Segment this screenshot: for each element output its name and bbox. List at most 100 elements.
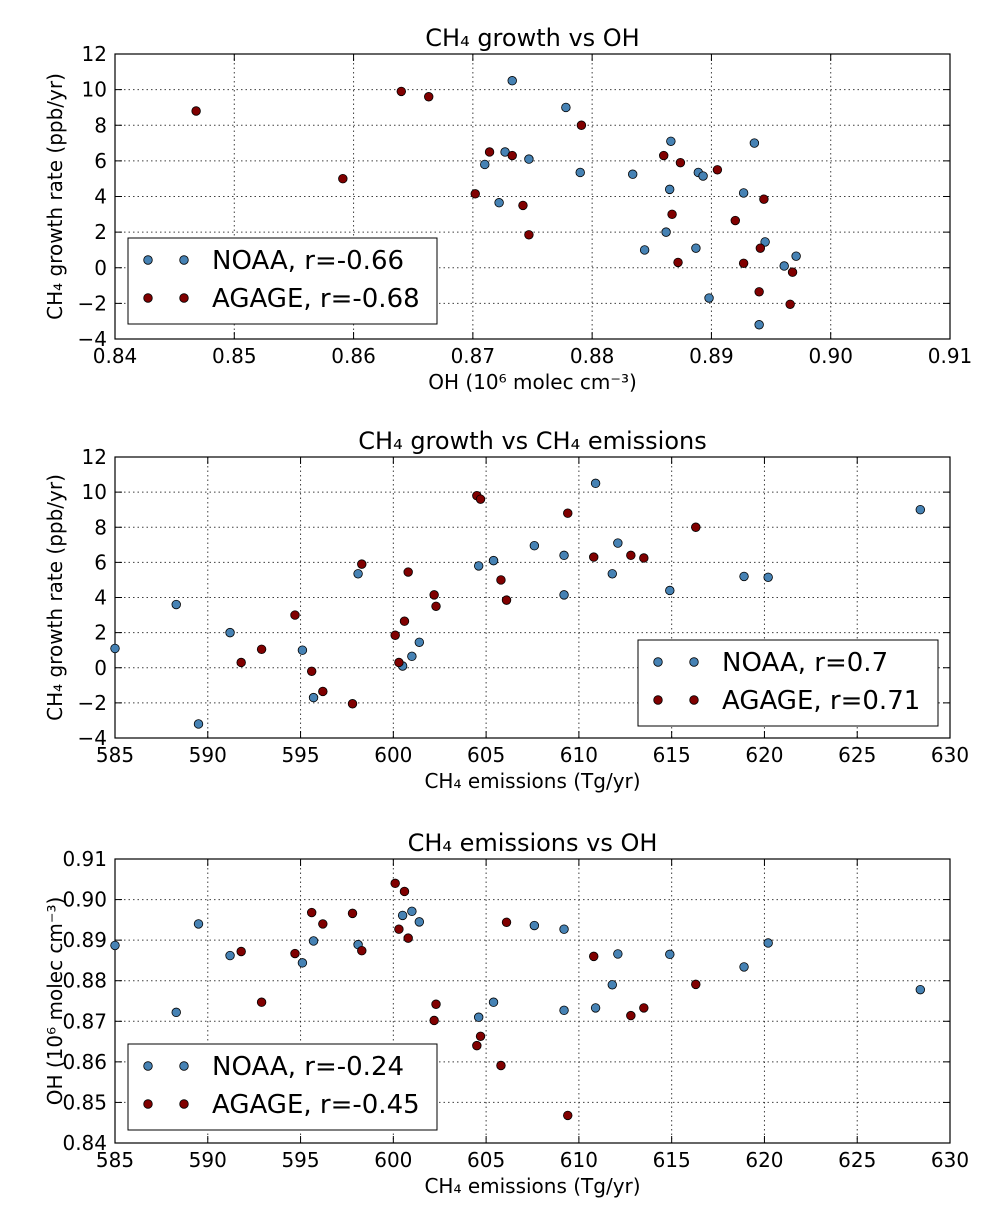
scatter-point <box>561 102 571 113</box>
scatter-point <box>193 719 204 729</box>
legend-marker <box>179 1099 189 1109</box>
scatter-point <box>698 171 708 181</box>
scatter-point <box>559 924 569 934</box>
panel-growth-vs-emissions: 585 590 595 600 605 610 615 620 625 630 −4 −2 0 2 4 6 8 1… <box>43 427 969 793</box>
scatter-point <box>225 950 235 961</box>
legend-box <box>127 237 438 325</box>
scatter-point <box>576 120 587 130</box>
x-tick-label: 605 <box>467 1148 505 1172</box>
y-axis-label: OH (10⁶ molec cm⁻³) <box>43 897 67 1106</box>
scatter-point <box>749 138 760 148</box>
scatter-point <box>626 1010 636 1021</box>
y-tick-label: 8 <box>94 113 107 137</box>
scatter-point <box>691 979 701 990</box>
panel-growth-vs-oh: 0.84 0.85 0.86 0.87 0.88 0.89 0.90 0.91 −4 −2 0 2 4 6… <box>43 24 972 394</box>
scatter-point <box>473 561 484 571</box>
y-tick-label: 0.84 <box>62 1131 107 1155</box>
x-tick-label: 0.86 <box>331 344 376 368</box>
series-agage <box>236 878 701 1121</box>
scatter-point <box>779 261 789 271</box>
scatter-point <box>407 906 417 917</box>
legend-box <box>637 639 939 727</box>
scatter-point <box>739 571 749 582</box>
scatter-point <box>639 1003 649 1013</box>
scatter-point <box>110 940 120 951</box>
x-axis-label: OH (10⁶ molec cm⁻³) <box>428 370 637 394</box>
scatter-point <box>559 590 569 600</box>
scatter-point <box>308 936 319 946</box>
scatter-point <box>665 585 675 596</box>
legend-label: NOAA, r=-0.66 <box>212 246 404 276</box>
scatter-point <box>730 215 740 226</box>
scatter-point <box>110 643 120 654</box>
y-tick-label: 6 <box>94 149 107 173</box>
scatter-point <box>759 194 769 204</box>
scatter-point <box>399 886 410 897</box>
y-tick-label: −4 <box>78 726 107 750</box>
x-axis-label: CH₄ emissions (Tg/yr) <box>424 1174 640 1198</box>
scatter-point <box>394 657 404 668</box>
x-tick-label: 610 <box>560 1148 598 1172</box>
scatter-point <box>613 949 623 959</box>
scatter-point <box>256 997 267 1007</box>
scatter-point <box>915 984 926 995</box>
scatter-point <box>667 209 677 220</box>
scatter-point <box>760 237 770 247</box>
scatter-point <box>475 1031 486 1041</box>
scatter-point <box>739 962 749 972</box>
series-noaa <box>110 906 926 1022</box>
y-tick-label: 10 <box>82 480 107 504</box>
scatter-point <box>639 553 649 563</box>
scatter-point <box>484 147 495 157</box>
scatter-point <box>290 948 300 959</box>
y-tick-label: 6 <box>94 550 107 574</box>
legend-box <box>127 1043 438 1131</box>
scatter-point <box>628 169 638 179</box>
scatter-point <box>501 917 512 927</box>
scatter-point <box>429 1015 439 1026</box>
scatter-point <box>559 550 569 561</box>
legend: NOAA, r=0.7 AGAGE, r=0.71 <box>637 639 939 727</box>
scatter-point <box>666 136 676 146</box>
x-tick-label: 0.85 <box>212 344 257 368</box>
y-tick-label: 10 <box>82 78 107 102</box>
scatter-point <box>754 287 764 297</box>
legend-marker <box>689 657 699 667</box>
scatter-point <box>414 917 425 927</box>
scatter-point <box>297 645 308 655</box>
y-tick-label: 12 <box>82 42 107 66</box>
chart-title: CH₄ growth vs CH₄ emissions <box>358 427 706 455</box>
scatter-point <box>470 189 480 199</box>
panel-emissions-vs-oh: 585 590 595 600 605 610 615 620 625 630 0.84 0.85 0.… <box>43 829 969 1198</box>
scatter-point <box>403 933 413 943</box>
scatter-point <box>357 945 367 956</box>
scatter-point <box>524 154 534 164</box>
y-tick-label: 12 <box>82 445 107 469</box>
y-tick-label: 4 <box>94 586 107 610</box>
plot-frame <box>114 456 951 739</box>
x-tick-label: 590 <box>189 1148 227 1172</box>
scatter-point <box>626 550 636 561</box>
x-tick-label: 0.91 <box>928 344 973 368</box>
scatter-point <box>518 200 528 211</box>
scatter-point <box>607 569 617 579</box>
scatter-point <box>488 997 499 1007</box>
legend-label: NOAA, r=0.7 <box>722 648 888 678</box>
y-tick-label: 2 <box>94 621 107 645</box>
x-tick-label: 600 <box>374 1148 412 1172</box>
scatter-point <box>496 575 506 585</box>
scatter-point <box>507 150 517 161</box>
scatter-point <box>414 637 425 647</box>
scatter-point <box>394 924 404 934</box>
scatter-point <box>607 980 617 990</box>
scatter-point <box>399 616 410 626</box>
series-agage <box>236 490 701 709</box>
plot-frame <box>114 858 951 1144</box>
y-tick-label: 0.89 <box>62 928 107 952</box>
scatter-point <box>691 522 701 532</box>
scatter-point <box>763 572 773 583</box>
x-tick-label: 630 <box>931 1148 969 1172</box>
x-tick-label: 630 <box>931 743 969 767</box>
plot-frame <box>114 53 951 340</box>
scatter-point <box>664 184 675 195</box>
